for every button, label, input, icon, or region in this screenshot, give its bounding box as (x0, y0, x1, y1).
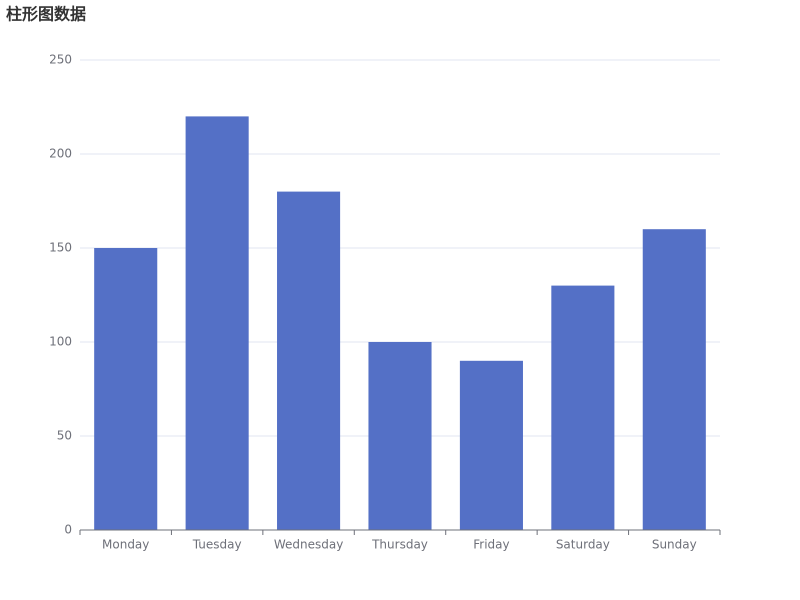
bar (185, 116, 249, 531)
y-tick-label: 50 (57, 429, 72, 443)
x-tick-label: Monday (102, 538, 149, 552)
y-tick-label: 250 (49, 53, 72, 67)
y-tick-label: 150 (49, 241, 72, 255)
bar (551, 285, 615, 530)
y-tick-label: 100 (49, 335, 72, 349)
x-tick-label: Friday (473, 538, 509, 552)
bar (368, 342, 432, 530)
chart-title: 柱形图数据 (6, 5, 86, 24)
x-tick-label: Saturday (556, 538, 610, 552)
x-tick-label: Sunday (652, 538, 697, 552)
y-tick-label: 200 (49, 147, 72, 161)
bar (642, 229, 706, 530)
bar (459, 360, 523, 530)
y-tick-label: 0 (64, 523, 72, 537)
bar (277, 191, 341, 530)
bar (94, 248, 158, 530)
x-tick-label: Thursday (371, 538, 428, 552)
x-tick-label: Tuesday (192, 538, 242, 552)
x-tick-label: Wednesday (274, 538, 343, 552)
